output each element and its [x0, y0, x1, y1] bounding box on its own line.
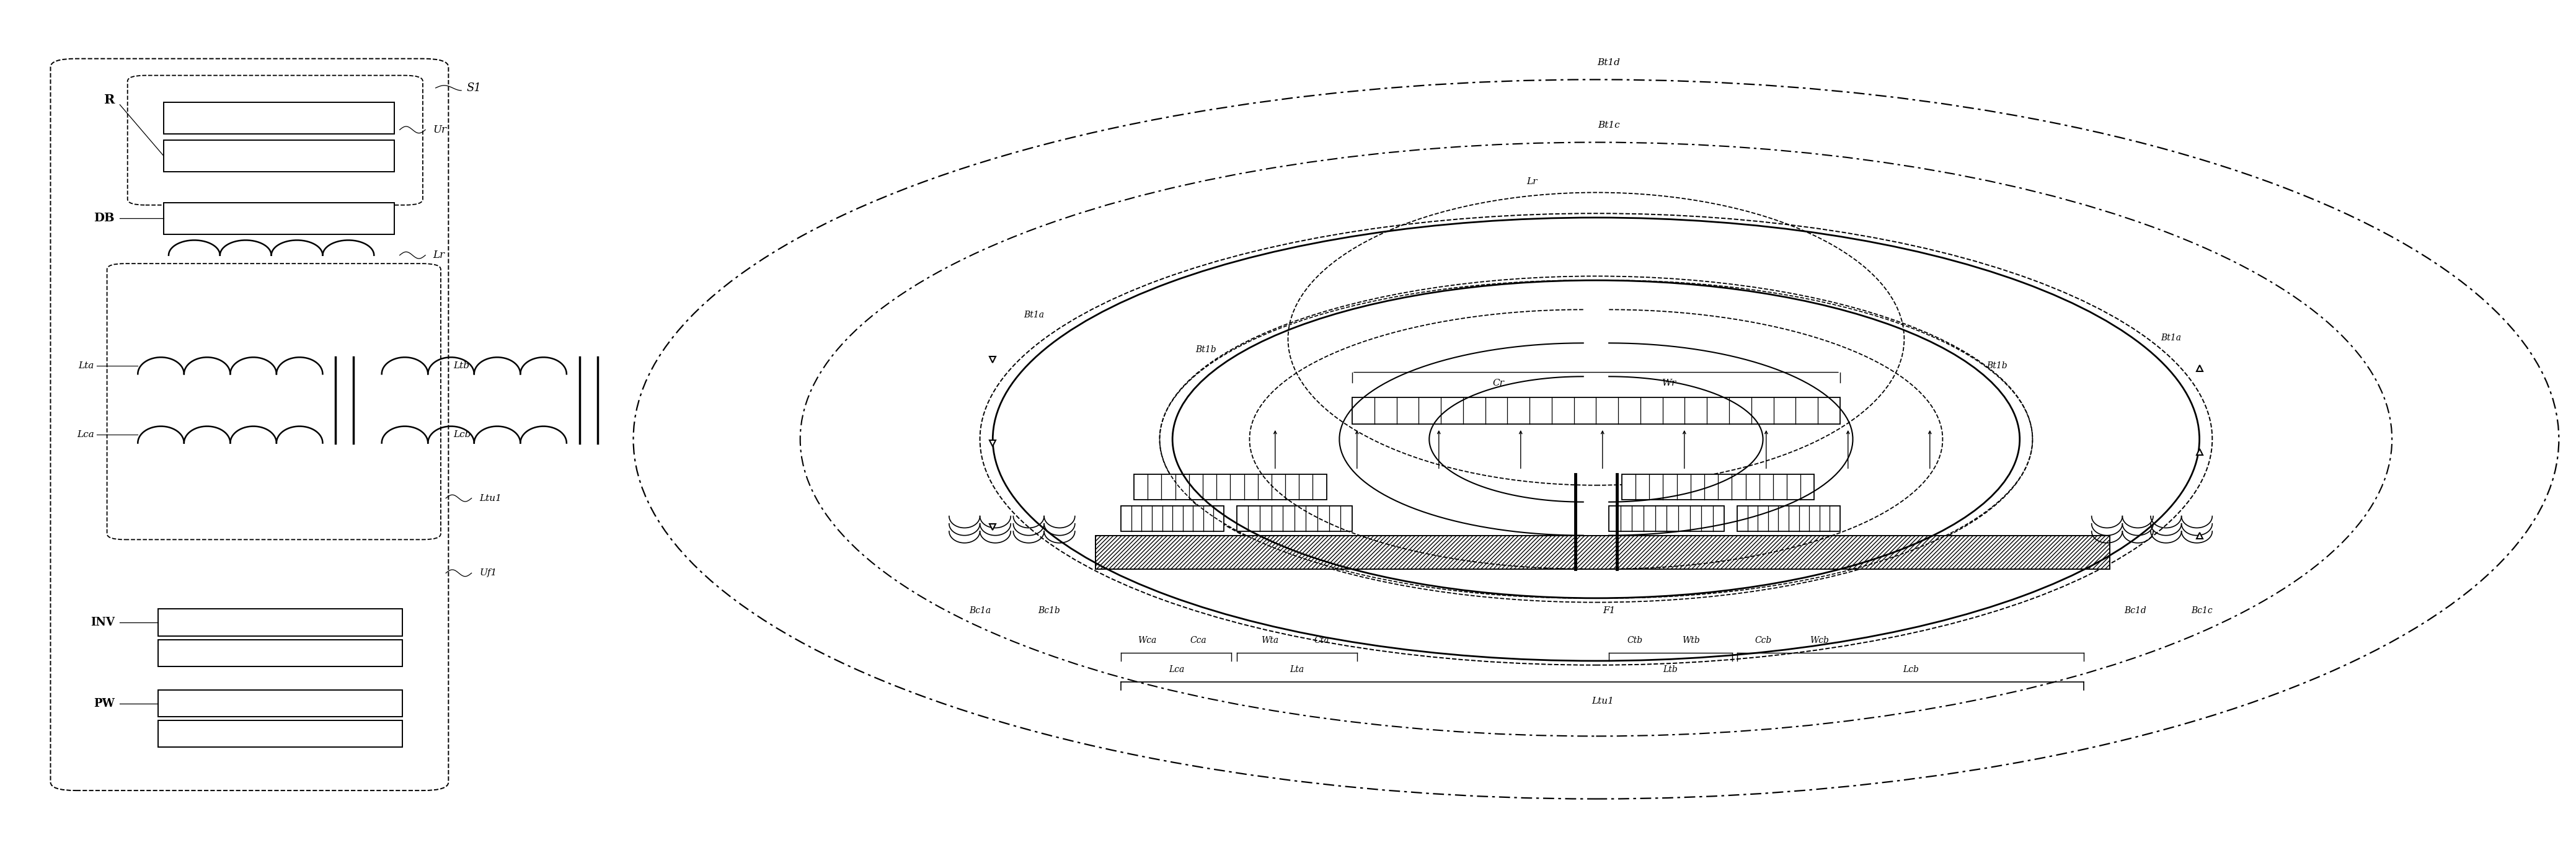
Text: Ur: Ur [433, 124, 446, 135]
Text: Bt1c: Bt1c [1597, 121, 1620, 130]
Text: Bc1a: Bc1a [969, 607, 992, 615]
Text: Ltb: Ltb [1664, 665, 1677, 673]
Text: Wtb: Wtb [1682, 635, 1700, 645]
Text: DB: DB [93, 213, 116, 224]
Text: Bt1b: Bt1b [1195, 346, 1216, 354]
Text: PW: PW [93, 698, 116, 709]
Bar [162, 102, 394, 134]
Bar [157, 690, 402, 717]
Text: S1: S1 [466, 82, 482, 94]
Text: Lca: Lca [77, 430, 95, 439]
Text: INV: INV [90, 617, 116, 628]
Text: Lca: Lca [1170, 665, 1185, 673]
Text: Lr: Lr [1528, 177, 1538, 186]
Bar [157, 609, 402, 635]
Text: Bc1b: Bc1b [1038, 607, 1061, 615]
Bar [162, 139, 394, 172]
Text: Bt1a: Bt1a [1023, 311, 1043, 319]
Text: Ltu1: Ltu1 [1592, 697, 1613, 706]
Text: Lcb: Lcb [453, 430, 471, 439]
Text: Cca: Cca [1190, 635, 1206, 645]
Text: Bc1d: Bc1d [2125, 607, 2146, 615]
Bar [1095, 536, 2110, 569]
Text: F1: F1 [1602, 607, 1615, 615]
Bar [1736, 506, 1839, 532]
Bar [1236, 506, 1352, 532]
Text: Bt1a: Bt1a [2161, 333, 2182, 342]
Bar [157, 640, 402, 667]
Bar [1610, 506, 1723, 532]
Text: Uf1: Uf1 [479, 569, 497, 577]
Bar [1352, 397, 1839, 424]
Text: Cr: Cr [1492, 379, 1504, 387]
Text: Wta: Wta [1262, 635, 1278, 645]
Text: Bt1d: Bt1d [1597, 58, 1620, 67]
Text: Ctb: Ctb [1628, 635, 1643, 645]
Text: Wcb: Wcb [1811, 635, 1829, 645]
Text: Ltb: Ltb [453, 362, 469, 370]
Text: Cta: Cta [1314, 635, 1329, 645]
Text: Bc1c: Bc1c [2192, 607, 2213, 615]
Text: Wr: Wr [1662, 379, 1677, 387]
Text: Ccb: Ccb [1754, 635, 1772, 645]
Bar [162, 203, 394, 234]
Bar [1623, 474, 1814, 499]
Text: Lta: Lta [1291, 665, 1303, 673]
Bar [1121, 506, 1224, 532]
Text: Ltu1: Ltu1 [479, 493, 502, 503]
Text: R: R [103, 94, 116, 106]
Bar [1133, 474, 1327, 499]
Bar [157, 720, 402, 747]
Text: Lcb: Lcb [1904, 665, 1919, 673]
Text: Lr: Lr [433, 250, 446, 260]
Text: Lta: Lta [77, 362, 95, 370]
Text: Bt1b: Bt1b [1986, 362, 2007, 370]
Text: Wca: Wca [1139, 635, 1157, 645]
